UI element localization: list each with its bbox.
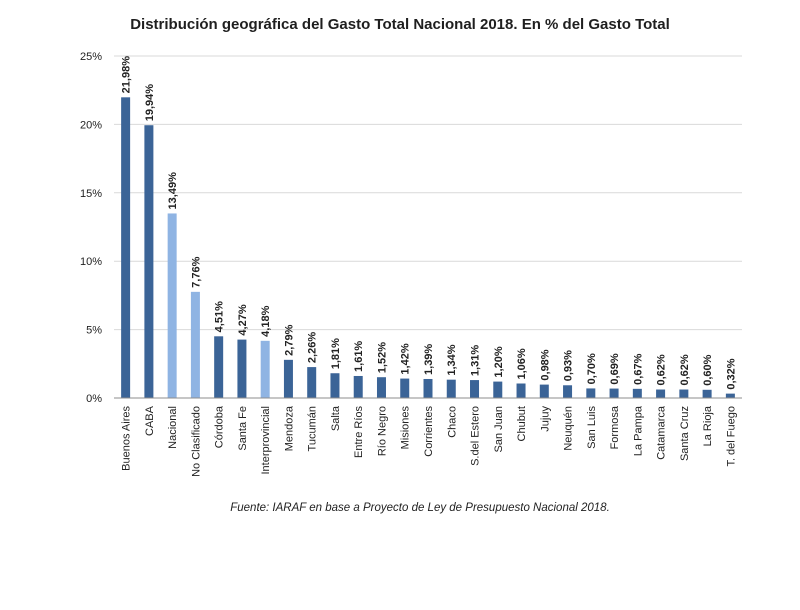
y-tick-label: 25% — [80, 51, 102, 63]
data-label: 1,39% — [423, 344, 435, 375]
data-label: 0,70% — [586, 353, 598, 384]
bar — [516, 383, 526, 398]
x-axis-labels: Buenos Aires CABA Nacional No Clasificado Có… — [121, 405, 738, 477]
data-label: 7,76% — [190, 256, 202, 287]
x-tick-label: Chubut — [516, 406, 528, 441]
source-note: Fuente: IARAF en base a Proyecto de Ley … — [230, 502, 610, 514]
data-label: 0,62% — [656, 354, 668, 385]
data-label: 2,26% — [307, 332, 319, 363]
y-tick-label: 20% — [80, 119, 102, 131]
bar — [330, 373, 340, 398]
data-label: 4,27% — [237, 304, 249, 335]
x-tick-label: CABA — [144, 405, 156, 436]
data-label: 0,93% — [563, 350, 575, 381]
x-tick-label: San Juan — [493, 406, 505, 452]
y-axis-ticks: 0% 5% 10% 15% 20% 25% — [80, 51, 102, 405]
x-tick-label: Neuquén — [563, 406, 575, 451]
data-label: 1,06% — [516, 348, 528, 379]
data-label: 1,42% — [400, 343, 412, 374]
data-label: 0,62% — [679, 354, 691, 385]
bar — [121, 97, 131, 398]
data-label: 1,31% — [470, 345, 482, 376]
data-label: 1,81% — [330, 338, 342, 369]
data-label: 1,20% — [493, 346, 505, 377]
bar — [725, 393, 735, 398]
bar — [307, 367, 317, 398]
bar — [214, 336, 224, 398]
x-tick-label: Misiones — [400, 406, 412, 450]
y-tick-label: 0% — [86, 393, 102, 405]
bar — [632, 388, 642, 398]
x-tick-label: Santa Cruz — [679, 406, 691, 461]
data-label: 19,94% — [144, 84, 156, 122]
bar — [423, 378, 433, 398]
bar — [353, 375, 363, 398]
x-tick-label: La Pampa — [632, 405, 644, 456]
data-label: 0,67% — [632, 353, 644, 384]
x-tick-label: Corrientes — [423, 406, 435, 457]
x-tick-label: Jujuy — [539, 406, 551, 432]
bar — [586, 388, 596, 398]
data-label: 4,51% — [214, 301, 226, 332]
x-tick-label: Entre Ríos — [353, 406, 365, 458]
x-tick-label: San Luis — [586, 406, 598, 449]
x-tick-label: No Clasificado — [190, 406, 202, 477]
x-tick-label: Córdoba — [214, 405, 226, 448]
bar — [144, 125, 154, 399]
bar — [376, 377, 386, 398]
x-tick-label: Río Negro — [376, 406, 388, 456]
x-tick-label: Chaco — [446, 406, 458, 438]
x-tick-label: Catamarca — [656, 405, 668, 460]
data-label: 0,60% — [702, 354, 714, 385]
data-label: 0,98% — [539, 349, 551, 380]
bar — [656, 389, 666, 398]
data-label: 2,79% — [283, 324, 295, 355]
data-label: 0,69% — [609, 353, 621, 384]
x-tick-label: Tucumán — [307, 406, 319, 451]
data-label: 13,49% — [167, 172, 179, 210]
data-label: 4,18% — [260, 305, 272, 336]
y-tick-label: 10% — [80, 256, 102, 268]
bar — [190, 291, 200, 398]
bar — [539, 384, 549, 398]
bar — [702, 389, 712, 398]
bar — [167, 213, 177, 398]
bar — [400, 378, 410, 398]
bar — [493, 381, 503, 398]
bar — [563, 385, 573, 398]
data-label: 0,32% — [725, 358, 737, 389]
bar — [260, 340, 270, 398]
x-tick-label: Mendoza — [283, 405, 295, 451]
y-tick-label: 5% — [86, 325, 102, 337]
bar — [609, 388, 619, 398]
x-tick-label: Buenos Aires — [121, 406, 133, 471]
bars — [121, 97, 735, 399]
x-tick-label: Nacional — [167, 406, 179, 449]
bar — [679, 389, 689, 398]
gridlines — [114, 55, 742, 331]
x-tick-label: S.del Estero — [470, 406, 482, 466]
x-tick-label: La Rioja — [702, 405, 714, 446]
data-label: 1,61% — [353, 341, 365, 372]
x-tick-label: Interprovincial — [260, 406, 272, 474]
bar — [470, 380, 480, 398]
x-tick-label: T. del Fuego — [725, 406, 737, 467]
data-label: 1,34% — [446, 344, 458, 375]
x-tick-label: Santa Fe — [237, 406, 249, 451]
chart-title: Distribución geográfica del Gasto Total … — [130, 16, 670, 33]
x-tick-label: Formosa — [609, 405, 621, 449]
data-label: 21,98% — [121, 56, 133, 94]
data-label: 1,52% — [376, 342, 388, 373]
bar — [446, 379, 456, 398]
bar — [283, 359, 293, 398]
bar — [237, 339, 247, 398]
y-tick-label: 15% — [80, 188, 102, 200]
data-labels: 21,98% 19,94% 13,49% 7,76% 4,51% 4,27% 4,18% 2,… — [121, 56, 738, 390]
x-tick-label: Salta — [330, 405, 342, 431]
